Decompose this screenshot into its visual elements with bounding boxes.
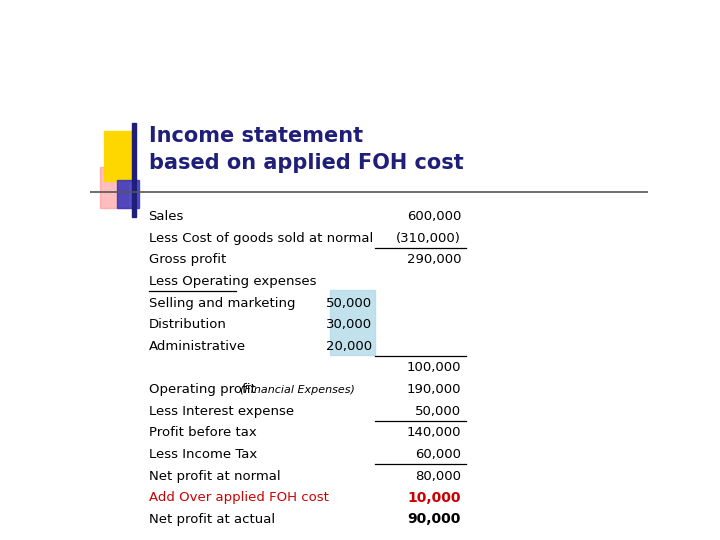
- Text: Selling and marketing: Selling and marketing: [148, 296, 295, 309]
- Text: 600,000: 600,000: [407, 210, 461, 223]
- Text: Net profit at normal: Net profit at normal: [148, 469, 280, 483]
- Text: Less Operating expenses: Less Operating expenses: [148, 275, 316, 288]
- Text: 80,000: 80,000: [415, 469, 461, 483]
- Text: Less Income Tax: Less Income Tax: [148, 448, 257, 461]
- Text: 50,000: 50,000: [325, 296, 372, 309]
- Text: (310,000): (310,000): [396, 232, 461, 245]
- Text: Gross profit: Gross profit: [148, 253, 226, 266]
- Bar: [104, 131, 135, 181]
- Text: Operating profit: Operating profit: [148, 383, 256, 396]
- Bar: [100, 167, 128, 208]
- Text: Administrative: Administrative: [148, 340, 246, 353]
- Text: 50,000: 50,000: [415, 404, 461, 417]
- Text: 100,000: 100,000: [407, 361, 461, 374]
- Text: 140,000: 140,000: [407, 426, 461, 439]
- Text: based on applied FOH cost: based on applied FOH cost: [148, 153, 464, 173]
- Text: 290,000: 290,000: [407, 253, 461, 266]
- Text: Income statement: Income statement: [148, 126, 363, 146]
- Text: Less Interest expense: Less Interest expense: [148, 404, 294, 417]
- Text: (Financial Expenses): (Financial Expenses): [240, 384, 354, 395]
- Text: Sales: Sales: [148, 210, 184, 223]
- Bar: [117, 180, 139, 208]
- Text: 60,000: 60,000: [415, 448, 461, 461]
- Bar: [330, 289, 374, 355]
- Text: 30,000: 30,000: [325, 318, 372, 331]
- Text: 10,000: 10,000: [408, 491, 461, 505]
- Text: 90,000: 90,000: [408, 512, 461, 526]
- Text: Add Over applied FOH cost: Add Over applied FOH cost: [148, 491, 328, 504]
- Text: Net profit at actual: Net profit at actual: [148, 513, 275, 526]
- Bar: [132, 123, 136, 217]
- Text: 20,000: 20,000: [325, 340, 372, 353]
- Text: Distribution: Distribution: [148, 318, 227, 331]
- Text: 190,000: 190,000: [407, 383, 461, 396]
- Text: Less Cost of goods sold at normal: Less Cost of goods sold at normal: [148, 232, 373, 245]
- Text: Profit before tax: Profit before tax: [148, 426, 256, 439]
